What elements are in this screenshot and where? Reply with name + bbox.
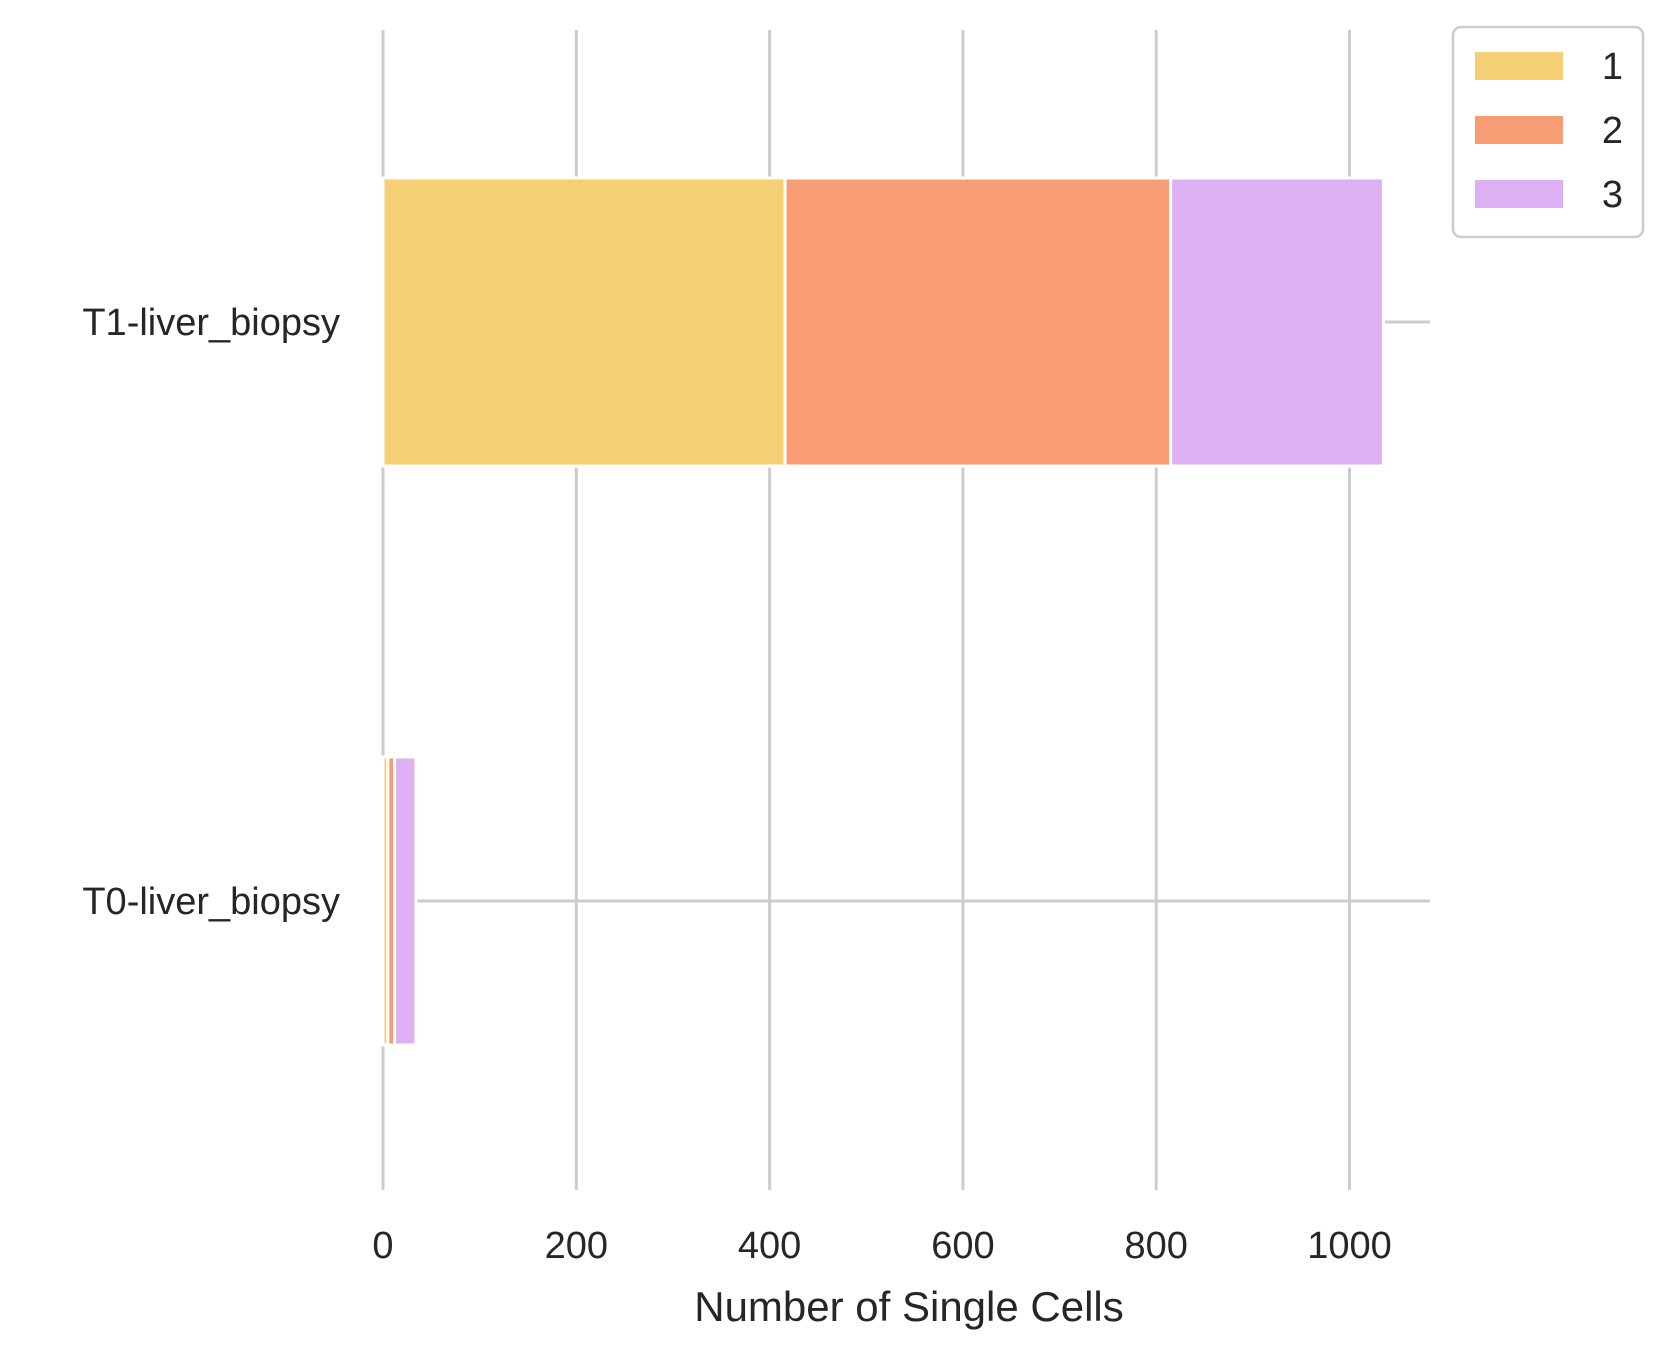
- x-tick-label-3: 600: [931, 1225, 994, 1267]
- bar-T1-liver_biopsy-series-3: [1169, 176, 1385, 468]
- bar-T1-liver_biopsy-series-1: [381, 176, 787, 468]
- legend-label-2: 2: [1602, 110, 1623, 152]
- bars: [381, 176, 1385, 1047]
- category-label-0: T1-liver_biopsy: [82, 302, 340, 344]
- x-axis-label: Number of Single Cells: [694, 1283, 1124, 1330]
- x-tick-label-0: 0: [372, 1225, 393, 1267]
- legend-swatch-2: [1475, 116, 1563, 144]
- category-labels: T1-liver_biopsy T0-liver_biopsy: [82, 302, 340, 923]
- bar-T1-liver_biopsy-series-2: [783, 176, 1173, 468]
- legend-label-1: 1: [1602, 46, 1623, 88]
- x-tick-label-1: 200: [545, 1225, 608, 1267]
- x-tick-labels: 0 200 400 600 800 1000: [372, 1225, 1391, 1267]
- legend-swatch-1: [1475, 52, 1563, 80]
- x-tick-label-4: 800: [1124, 1225, 1187, 1267]
- legend: 1 2 3: [1451, 25, 1645, 239]
- bar-T0-liver_biopsy-series-3: [393, 755, 418, 1047]
- legend-swatch-3: [1475, 180, 1563, 208]
- x-tick-label-5: 1000: [1307, 1225, 1392, 1267]
- x-tick-label-2: 400: [738, 1225, 801, 1267]
- category-label-1: T0-liver_biopsy: [82, 881, 340, 923]
- legend-label-3: 3: [1602, 174, 1623, 216]
